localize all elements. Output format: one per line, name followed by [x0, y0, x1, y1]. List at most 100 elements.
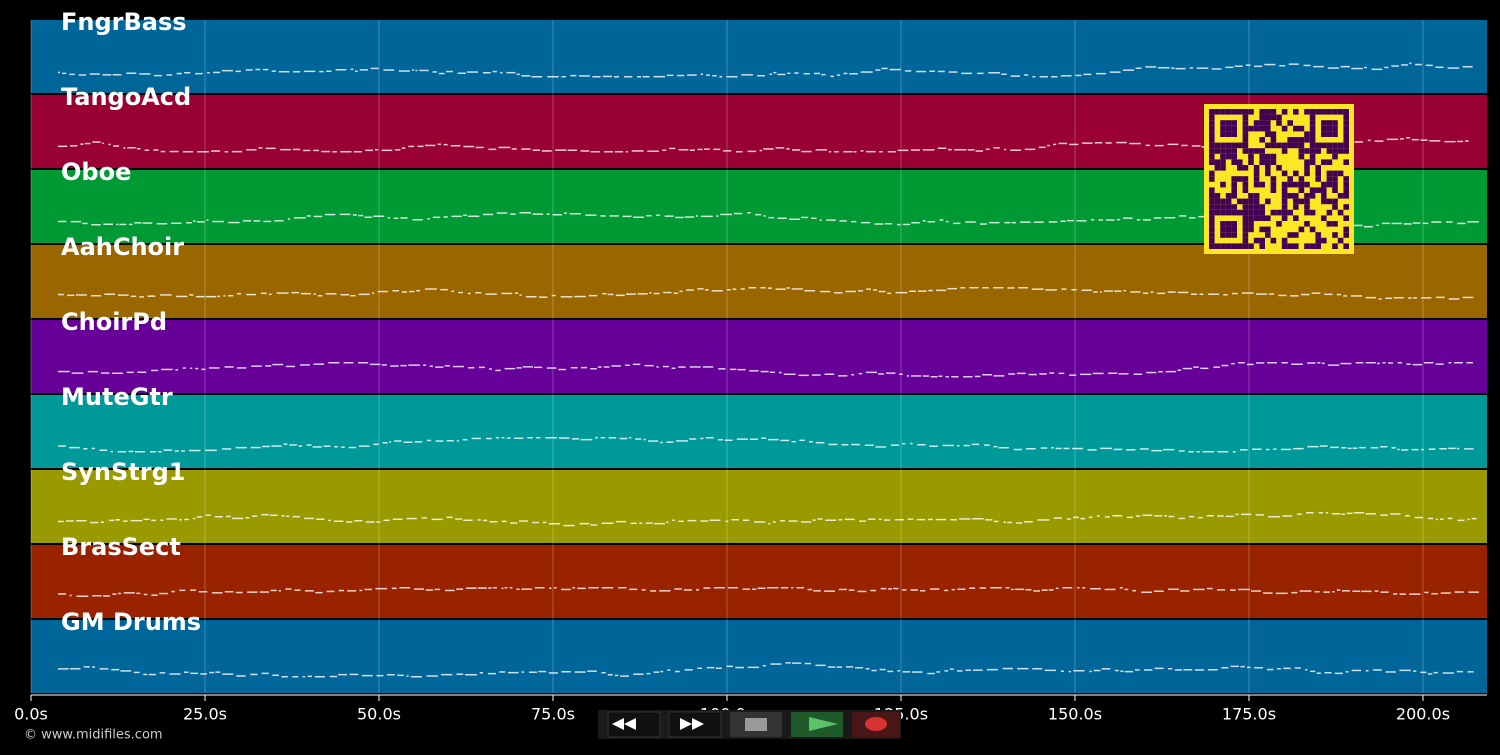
qr-module	[1237, 109, 1243, 115]
note-texture	[1424, 591, 1429, 594]
note-texture	[348, 446, 357, 449]
note-texture	[347, 590, 357, 592]
qr-module	[1326, 198, 1333, 205]
note-texture	[751, 588, 757, 590]
qr-module	[1281, 193, 1288, 199]
qr-module	[1231, 193, 1237, 199]
note-texture	[1446, 221, 1453, 223]
note-texture	[614, 674, 619, 677]
note-texture	[644, 364, 654, 367]
stop-icon[interactable]	[745, 718, 767, 731]
note-texture	[1060, 75, 1072, 77]
note-texture	[212, 220, 224, 223]
qr-module	[1231, 176, 1237, 182]
note-texture	[176, 72, 182, 75]
note-texture	[1120, 670, 1124, 672]
qr-module	[1220, 165, 1226, 171]
note-texture	[1202, 451, 1215, 453]
note-texture	[427, 218, 430, 220]
note-texture	[1098, 219, 1104, 221]
qr-module	[1253, 165, 1260, 171]
play-icon[interactable]	[809, 717, 838, 731]
stop-button[interactable]	[730, 712, 782, 737]
note-texture	[306, 215, 311, 217]
track-name: ChoirPd	[61, 308, 167, 336]
note-texture	[1365, 513, 1377, 515]
note-texture	[137, 371, 147, 373]
note-texture	[654, 522, 665, 525]
note-texture	[1053, 143, 1057, 146]
note-texture	[760, 370, 769, 373]
note-texture	[263, 220, 272, 223]
note-texture	[792, 149, 801, 151]
note-texture	[1462, 296, 1474, 299]
play-button[interactable]	[791, 712, 843, 737]
note-texture	[1039, 76, 1048, 78]
qr-module	[1231, 226, 1237, 233]
note-texture	[149, 451, 157, 453]
note-texture	[666, 74, 674, 77]
note-texture	[1189, 67, 1193, 69]
note-texture	[432, 71, 437, 73]
rewind-icon[interactable]	[612, 718, 636, 730]
forward-icon[interactable]	[680, 718, 704, 730]
note-texture	[809, 441, 813, 443]
qr-module	[1209, 170, 1215, 177]
note-texture	[432, 216, 441, 219]
note-texture	[938, 375, 943, 377]
note-texture	[467, 292, 471, 295]
qr-module	[1332, 125, 1338, 132]
note-texture	[927, 221, 936, 223]
note-texture	[866, 150, 876, 153]
qr-module	[1265, 125, 1271, 132]
forward-button[interactable]	[668, 711, 722, 738]
note-texture	[1238, 588, 1250, 591]
qr-module	[1332, 153, 1338, 160]
note-texture	[1055, 587, 1059, 590]
qr-module	[1259, 153, 1265, 160]
note-texture	[1376, 224, 1379, 226]
note-texture	[1134, 669, 1140, 671]
rewind-button[interactable]	[607, 711, 661, 738]
note-texture	[1175, 67, 1186, 70]
qr-module	[1321, 193, 1327, 199]
note-texture	[588, 587, 599, 589]
qr-module	[1237, 142, 1243, 149]
note-texture	[58, 71, 60, 74]
note-texture	[887, 151, 896, 153]
note-texture	[205, 449, 217, 452]
note-texture	[1067, 219, 1074, 222]
note-texture	[535, 437, 541, 439]
qr-module	[1293, 232, 1299, 238]
note-texture	[973, 669, 983, 671]
note-texture	[930, 588, 940, 590]
note-texture	[323, 445, 331, 447]
qr-module	[1304, 137, 1310, 143]
note-texture	[662, 149, 667, 151]
note-texture	[161, 368, 173, 371]
note-texture	[1105, 142, 1112, 144]
note-texture	[653, 671, 660, 673]
note-texture	[1307, 362, 1316, 364]
note-texture	[1316, 672, 1321, 674]
note-texture	[192, 220, 196, 222]
qr-module	[1309, 193, 1316, 199]
qr-module	[1225, 221, 1232, 227]
qr-module	[1309, 114, 1316, 121]
note-texture	[1191, 145, 1201, 147]
note-texture	[1072, 447, 1083, 450]
note-texture	[689, 149, 695, 151]
record-icon[interactable]	[865, 717, 887, 731]
qr-module	[1253, 170, 1260, 177]
note-texture	[1058, 372, 1065, 375]
note-texture	[1311, 292, 1321, 294]
note-texture	[959, 518, 971, 520]
note-texture	[350, 68, 354, 71]
note-texture	[1230, 665, 1239, 668]
record-button[interactable]	[852, 712, 900, 737]
transport-controls	[598, 710, 901, 739]
note-texture	[571, 438, 580, 440]
note-texture	[206, 219, 209, 221]
note-texture	[531, 76, 543, 78]
note-texture	[645, 215, 652, 217]
